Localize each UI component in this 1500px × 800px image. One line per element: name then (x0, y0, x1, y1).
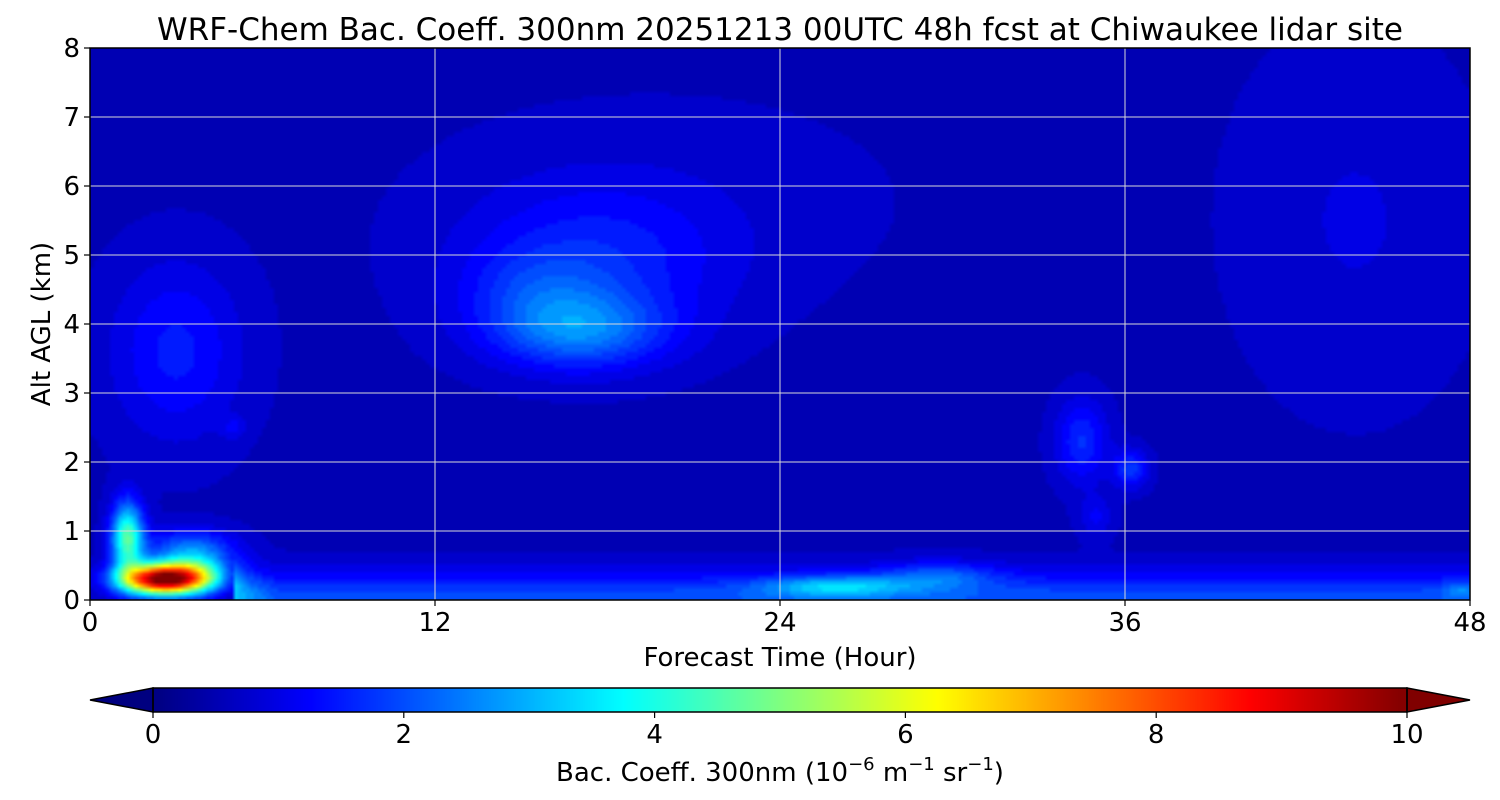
colorbar-ticks: 0 2 4 6 8 10 (145, 712, 1424, 750)
y-axis: 0 1 2 3 4 5 6 7 8 (63, 34, 90, 616)
y-tick-label: 4 (63, 310, 80, 340)
y-tick-label: 3 (63, 379, 80, 409)
y-tick-label: 7 (63, 103, 80, 133)
y-tick-label: 8 (63, 34, 80, 64)
colorbar-label: Bac. Coeff. 300nm (10−6 m−1 sr−1) (556, 754, 1004, 788)
y-tick-label: 0 (63, 586, 80, 616)
colorbar-tick-label: 6 (897, 720, 914, 750)
colorbar-under-arrow (89, 687, 154, 713)
x-tick-label: 24 (763, 608, 796, 638)
colorbar-tick-label: 4 (646, 720, 663, 750)
x-tick-label: 36 (1108, 608, 1141, 638)
chart-title: WRF-Chem Bac. Coeff. 300nm 20251213 00UT… (157, 12, 1403, 48)
colorbar-tick-label: 10 (1390, 720, 1423, 750)
y-tick-label: 5 (63, 241, 80, 271)
colorbar-label-exp1: −6 (848, 754, 875, 775)
x-axis-label: Forecast Time (Hour) (643, 643, 916, 673)
grid (90, 48, 1470, 600)
colorbar-gradient (153, 688, 1407, 712)
x-tick-label: 0 (82, 608, 99, 638)
colorbar-label-exp2: −1 (908, 754, 935, 775)
colorbar-tick-label: 8 (1148, 720, 1165, 750)
colorbar-over-arrow (1406, 687, 1471, 713)
colorbar-label-mid1: m (875, 758, 909, 788)
y-axis-label: Alt AGL (km) (27, 242, 57, 406)
colorbar-tick-label: 2 (396, 720, 413, 750)
colorbar-label-mid2: sr (935, 758, 968, 788)
colorbar-label-exp3: −1 (967, 754, 994, 775)
colorbar-label-end: ) (994, 758, 1004, 788)
x-tick-label: 12 (418, 608, 451, 638)
y-tick-label: 1 (63, 517, 80, 547)
colorbar-label-main: Bac. Coeff. 300nm (10 (556, 758, 848, 788)
y-tick-label: 2 (63, 448, 80, 478)
y-tick-label: 6 (63, 172, 80, 202)
x-axis: 0 12 24 36 48 (82, 600, 1487, 638)
colorbar: 0 2 4 6 8 10 Bac. Coeff. 300nm (10−6 m−1 sr−1… (89, 687, 1471, 788)
x-tick-label: 48 (1453, 608, 1486, 638)
colorbar-tick-label: 0 (145, 720, 162, 750)
colorbar-frame (152, 687, 1408, 713)
